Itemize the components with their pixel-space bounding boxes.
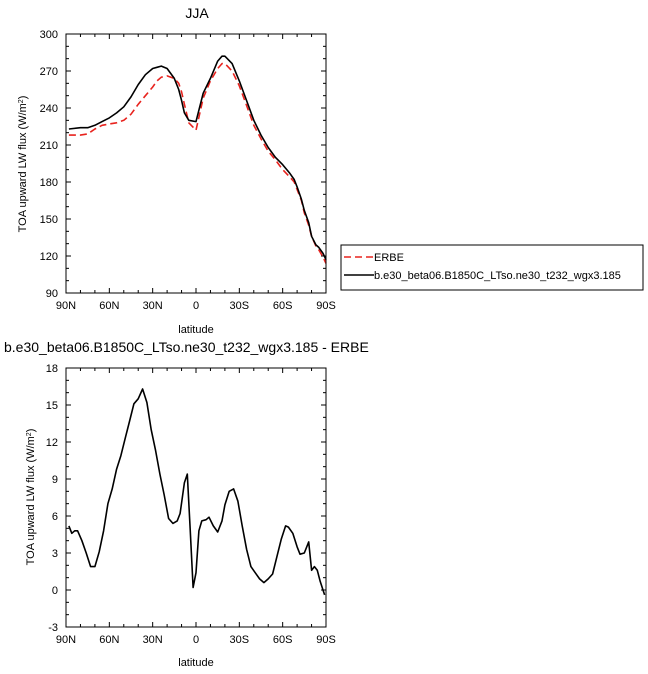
bottom-x-tick-label: 60N xyxy=(99,634,119,646)
top-x-axis-label: latitude xyxy=(178,324,213,336)
top-x-tick-label: 90S xyxy=(316,300,336,312)
top-y-tick-label: 180 xyxy=(40,177,58,189)
top-y-tick-label: 150 xyxy=(40,214,58,226)
bottom-x-tick-label: 0 xyxy=(193,634,199,646)
bottom-x-tick-label: 30S xyxy=(230,634,250,646)
top-x-tick-label: 90N xyxy=(56,300,76,312)
top-y-axis-label-main: TOA upward LW flux (W/m xyxy=(17,103,29,232)
top-y-tick-label: 90 xyxy=(46,288,58,300)
top-plot-frame xyxy=(65,33,327,294)
top-y-tick-label: 210 xyxy=(40,140,58,152)
bottom-plot-frame xyxy=(65,367,327,628)
bottom-y-tick-label: 6 xyxy=(52,511,58,523)
bottom-y-tick-label: -3 xyxy=(48,622,58,634)
top-chart-axes: 90N 60N 30N 0 30S 60S 90S 90 120 150 180 210 240 270 3… xyxy=(40,29,336,312)
top-y-axis-label-end: ) xyxy=(17,96,29,100)
top-chart: JJA 90N 60N 30N 0 30S 60S 90S 90 120 150 180 210 240… xyxy=(17,5,644,336)
bottom-y-tick-label: 15 xyxy=(46,400,58,412)
legend-label-erbe: ERBE xyxy=(374,252,404,264)
top-x-tick-label: 60S xyxy=(273,300,293,312)
legend-label-model: b.e30_beta06.B1850C_LTso.ne30_t232_wgx3.… xyxy=(374,270,621,282)
bottom-y-axis-label-sup: 2 xyxy=(26,432,33,436)
bottom-chart: b.e30_beta06.B1850C_LTso.ne30_t232_wgx3.… xyxy=(4,339,369,669)
bottom-x-axis-label: latitude xyxy=(178,657,213,669)
bottom-chart-series xyxy=(68,388,326,596)
bottom-x-tick-label: 90N xyxy=(56,634,76,646)
bottom-series-line-0 xyxy=(68,388,326,596)
top-x-tick-label: 30S xyxy=(230,300,250,312)
bottom-chart-title: b.e30_beta06.B1850C_LTso.ne30_t232_wgx3.… xyxy=(4,339,369,355)
bottom-y-tick-label: 3 xyxy=(52,548,58,560)
bottom-y-axis-label-main: TOA upward LW flux (W/m xyxy=(25,436,37,565)
top-x-tick-label: 30N xyxy=(143,300,163,312)
top-chart-title: JJA xyxy=(185,5,209,21)
top-x-tick-label: 0 xyxy=(193,300,199,312)
bottom-y-tick-label: 18 xyxy=(46,363,58,375)
top-y-tick-label: 270 xyxy=(40,66,58,78)
top-chart-series xyxy=(68,55,327,264)
bottom-y-tick-label: 0 xyxy=(52,585,58,597)
bottom-y-tick-label: 9 xyxy=(52,474,58,486)
top-series-line-0 xyxy=(68,62,327,264)
bottom-x-tick-label: 60S xyxy=(273,634,293,646)
top-y-axis-label: TOA upward LW flux (W/m2) xyxy=(17,96,29,233)
top-series-line-1 xyxy=(68,55,327,261)
legend-box xyxy=(340,244,644,291)
bottom-x-tick-label: 30N xyxy=(143,634,163,646)
top-y-tick-label: 240 xyxy=(40,103,58,115)
top-x-tick-label: 60N xyxy=(99,300,119,312)
bottom-chart-axes: 90N 60N 30N 0 30S 60S 90S -3 0 3 6 9 12 15 18 xyxy=(46,363,336,646)
bottom-y-axis-label-end: ) xyxy=(25,429,37,433)
top-y-tick-label: 120 xyxy=(40,251,58,263)
top-y-tick-label: 300 xyxy=(40,29,58,41)
top-y-axis-label-sup: 2 xyxy=(18,99,25,103)
bottom-y-axis-label: TOA upward LW flux (W/m2) xyxy=(25,429,37,566)
legend: ERBE b.e30_beta06.B1850C_LTso.ne30_t232_… xyxy=(340,244,644,291)
bottom-x-tick-label: 90S xyxy=(316,634,336,646)
bottom-y-tick-label: 12 xyxy=(46,437,58,449)
